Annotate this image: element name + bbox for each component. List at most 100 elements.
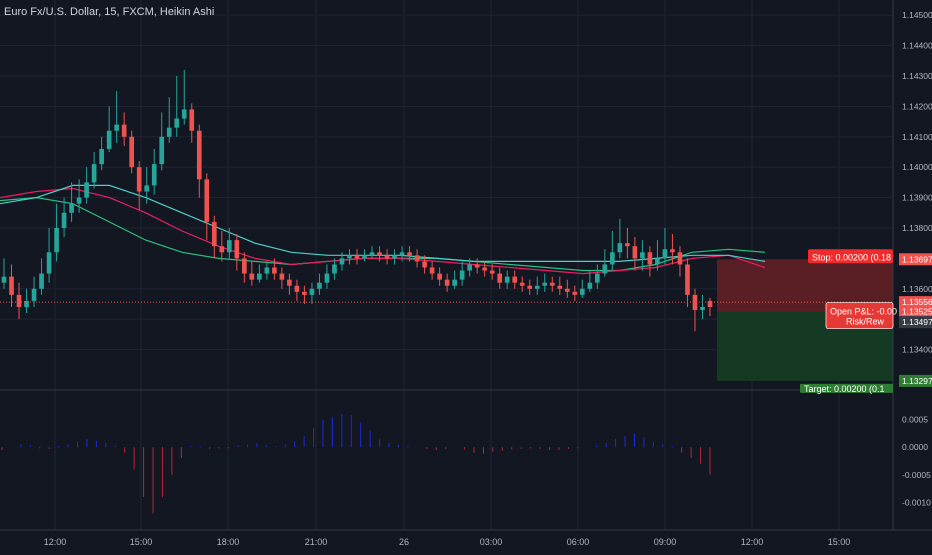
candle-body xyxy=(444,279,450,286)
moving-average-line xyxy=(0,187,766,275)
candle-body xyxy=(662,249,668,259)
candle-body xyxy=(542,282,548,286)
target-label-bg xyxy=(800,383,893,393)
candle-body xyxy=(579,288,585,295)
time-tick-label: 06:00 xyxy=(567,537,590,547)
price-tick-label: 1.13900 xyxy=(902,193,932,203)
time-tick-label: 03:00 xyxy=(480,537,503,547)
candle-body xyxy=(617,243,623,253)
candle-body xyxy=(136,167,142,192)
candle-body xyxy=(204,179,210,222)
candle-body xyxy=(497,273,503,283)
time-tick-label: 15:00 xyxy=(130,537,153,547)
candle-body xyxy=(474,264,480,268)
candle-body xyxy=(174,118,180,128)
candle-body xyxy=(707,300,713,308)
candle-body xyxy=(549,282,555,286)
target-label: Target: 0.00200 (0.1 xyxy=(804,384,885,394)
stop-price-badge-bg xyxy=(899,253,932,266)
candle-body xyxy=(534,285,540,289)
candle-body xyxy=(602,264,608,274)
candle-body xyxy=(272,267,277,274)
price-tick-label: 1.14000 xyxy=(902,162,932,172)
candles xyxy=(1,69,713,332)
candle-body xyxy=(324,273,330,283)
candle-body xyxy=(527,285,533,289)
time-tick-label: 15:00 xyxy=(828,537,851,547)
candle-body xyxy=(587,282,593,289)
candle-body xyxy=(69,203,74,213)
candle-body xyxy=(242,258,247,274)
target-price-badge: 1.13297 xyxy=(902,376,932,386)
price-tick-label: 1.13800 xyxy=(902,223,932,233)
candle-body xyxy=(685,264,690,295)
stop-label: Stop: 0.00200 (0.18 xyxy=(812,252,891,262)
price-tick-label: 1.14300 xyxy=(902,71,932,81)
candle-body xyxy=(512,276,518,283)
candle-body xyxy=(106,130,112,149)
candle-body xyxy=(452,279,457,286)
trade-zones xyxy=(717,259,893,381)
candle-body xyxy=(384,255,390,259)
candle-body xyxy=(362,255,367,259)
stop-price-badge: 1.13697 xyxy=(902,254,932,264)
candle-body xyxy=(264,267,270,274)
candle-body xyxy=(640,252,645,259)
open-pl-box xyxy=(825,302,894,329)
price-tick-label: 1.13400 xyxy=(902,345,932,355)
candle-body xyxy=(422,261,427,268)
candle-body xyxy=(234,240,240,259)
current-price-badge: 1.13556 xyxy=(902,297,932,307)
secondary-price-badge: 1.13497 xyxy=(902,317,932,327)
indicator-histogram xyxy=(0,389,893,514)
candle-body xyxy=(121,124,127,137)
candle-body xyxy=(692,294,698,311)
candle-body xyxy=(249,273,255,280)
candle-body xyxy=(557,285,563,289)
candle-body xyxy=(407,252,412,256)
candle-body xyxy=(670,249,675,253)
candle-body xyxy=(189,109,195,131)
price-badges[interactable]: 1.136971.1355601:561.135251.134971.13297… xyxy=(800,249,932,394)
candle-body xyxy=(655,258,660,265)
candle-body xyxy=(467,264,472,271)
candle-body xyxy=(294,285,300,292)
moving-averages xyxy=(0,184,766,275)
candle-body xyxy=(392,255,397,259)
stop-label-bg xyxy=(808,249,893,264)
candle-body xyxy=(647,252,653,265)
time-tick-label: 12:00 xyxy=(44,537,67,547)
candle-body xyxy=(31,288,37,301)
candle-body xyxy=(625,243,630,247)
candle-body xyxy=(354,255,360,259)
candle-body xyxy=(39,273,44,289)
moving-average-line xyxy=(0,184,766,262)
candle-body xyxy=(1,276,7,283)
entry-price-badge-bg xyxy=(899,305,932,318)
candle-body xyxy=(181,109,187,119)
candle-body xyxy=(166,127,172,137)
candle-body xyxy=(129,136,135,168)
candle-body xyxy=(504,276,510,283)
candle-body xyxy=(677,252,683,265)
candle-body xyxy=(16,294,22,308)
candle-body xyxy=(9,276,14,295)
time-tick-label: 09:00 xyxy=(654,537,677,547)
chart-title: Euro Fx/U.S. Dollar, 15, FXCM, Heikin As… xyxy=(4,6,214,18)
candle-body xyxy=(219,246,225,253)
indicator-tick-label: -0.0005 xyxy=(902,470,931,480)
price-tick-label: 1.14100 xyxy=(902,132,932,142)
candle-body xyxy=(564,288,570,292)
risk-reward-label: Risk/Rew xyxy=(846,317,885,327)
secondary-price-badge-bg xyxy=(899,316,932,329)
candle-body xyxy=(632,246,638,259)
candle-body xyxy=(519,282,525,286)
candle-body xyxy=(54,227,59,253)
candle-body xyxy=(46,252,52,274)
candle-body xyxy=(572,291,578,295)
candle-body xyxy=(287,279,292,286)
candle-body xyxy=(309,288,315,295)
candle-body xyxy=(399,252,405,256)
